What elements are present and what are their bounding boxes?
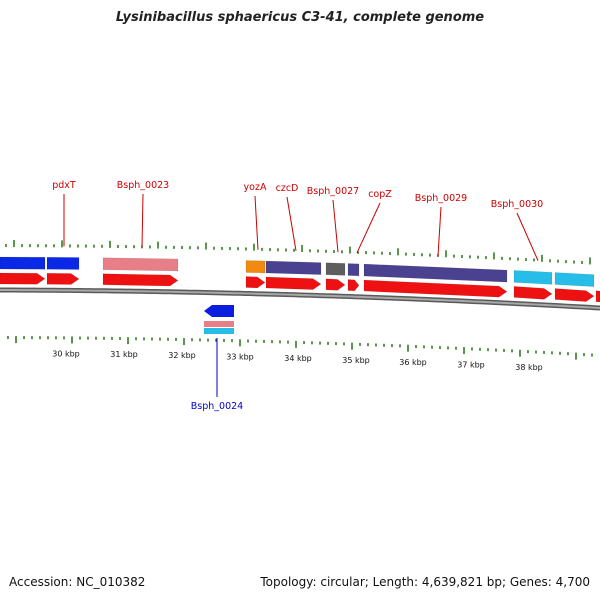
cds-arrow-4 (265, 276, 322, 290)
cds-arrow-3 (245, 276, 266, 289)
cds-arrow-0 (0, 272, 46, 285)
gene-label-Bsph_0030: Bsph_0030 (491, 199, 543, 210)
label-leader (286, 196, 297, 251)
gene-box-8 (513, 270, 553, 285)
gene-label-Bsph_0027: Bsph_0027 (307, 186, 359, 197)
cds-arrow-8 (513, 286, 553, 300)
kbp-label: 35 kbp (342, 356, 370, 365)
gene-label-pdxT: pdxT (52, 180, 76, 191)
cds-arrow-1 (46, 272, 80, 285)
label-leader (332, 199, 339, 253)
kbp-label: 36 kbp (399, 358, 427, 367)
gene-label-Bsph_0023: Bsph_0023 (117, 180, 169, 191)
reverse-gene-box-cyan (204, 328, 234, 334)
gene-box-5 (325, 262, 346, 276)
kbp-label: 34 kbp (284, 354, 312, 363)
topology-text: Topology: circular; Length: 4,639,821 bp… (260, 575, 590, 589)
gene-box-2 (102, 257, 179, 272)
kbp-label: 32 kbp (168, 351, 196, 360)
gene-box-4 (265, 260, 322, 275)
gene-box-3 (245, 260, 266, 274)
gene-box-6 (347, 263, 360, 277)
kbp-label: 31 kbp (110, 350, 138, 359)
kbp-label: 37 kbp (457, 360, 485, 369)
label-leader (254, 195, 259, 250)
kbp-label: 33 kbp (226, 352, 254, 361)
label-leader (356, 202, 381, 254)
gene-box-7 (363, 263, 508, 283)
genome-backbone-highlight (0, 289, 600, 309)
gene-label-Bsph_0029: Bsph_0029 (415, 193, 467, 204)
accession-text: Accession: NC_010382 (9, 575, 146, 589)
gene-label-yozA: yozA (244, 182, 267, 193)
kbp-label: 38 kbp (515, 363, 543, 372)
label-leader (437, 206, 442, 256)
cds-arrow-edge (595, 290, 600, 303)
map-title: Lysinibacillus sphaericus C3-41, complet… (115, 10, 485, 25)
label-leader (141, 193, 144, 248)
cds-arrow-2 (102, 273, 179, 287)
gene-label-Bsph_0024: Bsph_0024 (191, 401, 243, 412)
kbp-label: 30 kbp (52, 349, 80, 358)
cds-arrow-7 (363, 279, 508, 298)
gene-box-9 (554, 272, 595, 287)
cds-arrow-6 (347, 279, 360, 292)
gene-box-1 (46, 256, 80, 270)
label-leader (516, 212, 539, 261)
gene-label-czcD: czcD (276, 183, 299, 194)
cds-arrow-9 (554, 288, 595, 302)
gene-box-0 (0, 256, 46, 270)
cds-arrow-5 (325, 278, 346, 291)
reverse-gene-arrow (204, 305, 234, 317)
reverse-gene-box-pink (204, 321, 234, 327)
genome-backbone (0, 287, 600, 311)
gene-label-copZ: copZ (368, 189, 392, 200)
